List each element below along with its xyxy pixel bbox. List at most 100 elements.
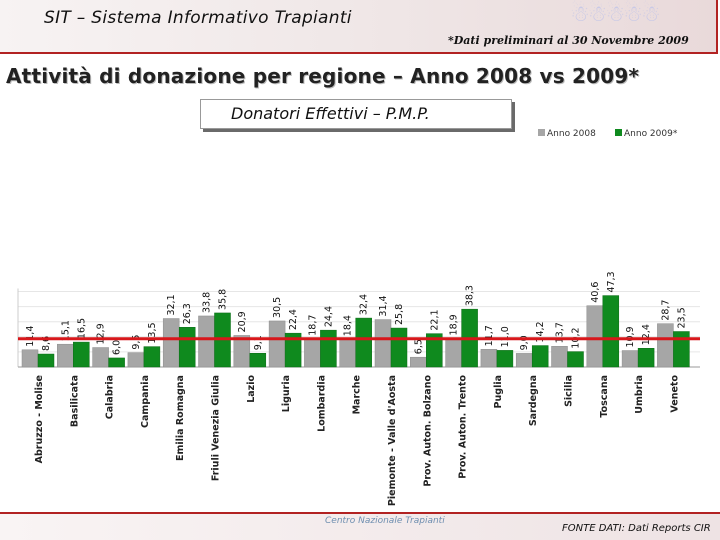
value-label-2008: 18,7 xyxy=(307,315,318,336)
footer-logo: Centro Nazionale Trapianti xyxy=(325,516,445,526)
category-label: Lazio xyxy=(246,375,257,403)
value-label-2008: 33,8 xyxy=(202,292,213,313)
chart-area: 11,4 8,6 Abruzzo - Molise 15,1 16,5 Basilicat… xyxy=(0,127,720,507)
value-label-2009: 32,4 xyxy=(359,294,370,315)
bar-2008 xyxy=(480,349,498,368)
bar-2008 xyxy=(304,338,321,368)
legend-swatch-2009 xyxy=(615,129,622,136)
bar-2008 xyxy=(586,305,604,368)
value-label-2008: 18,4 xyxy=(343,315,354,336)
value-label-2008: 13,7 xyxy=(555,322,566,343)
value-label-2009: 12,4 xyxy=(641,324,652,345)
value-label-2009: 35,8 xyxy=(218,289,229,310)
category-label: Puglia xyxy=(493,375,504,408)
bar-2009 xyxy=(143,346,161,368)
bar-2008 xyxy=(445,338,462,368)
bar-2008 xyxy=(410,356,427,368)
category-label: Basilicata xyxy=(69,375,80,427)
value-label-2008: 12,9 xyxy=(96,323,107,344)
bar-2008 xyxy=(268,320,286,368)
value-label-2008: 10,9 xyxy=(625,326,636,347)
bar-2009 xyxy=(108,357,125,368)
header-panel xyxy=(0,0,718,54)
value-label-2009: 16,5 xyxy=(76,318,87,339)
footer-bar xyxy=(0,514,720,540)
bar-2008 xyxy=(92,347,109,368)
value-label-2008: 32,1 xyxy=(166,294,177,315)
value-label-2008: 9,0 xyxy=(519,335,530,350)
value-label-2008: 30,5 xyxy=(272,297,283,318)
bar-2008 xyxy=(198,315,215,368)
bar-2009 xyxy=(496,350,514,368)
value-label-2009: 9,1 xyxy=(253,335,264,350)
category-label: Prov. Auton. Trento xyxy=(458,375,469,479)
page-title: Attività di donazione per regione – Anno… xyxy=(6,64,640,88)
bar-2008 xyxy=(551,346,568,368)
value-label-2009: 25,8 xyxy=(394,304,405,325)
bar-2009 xyxy=(355,317,372,368)
category-label: Piemonte - Valle d'Aosta xyxy=(387,375,398,506)
bar-2009 xyxy=(178,327,196,368)
category-label: Sardegna xyxy=(528,375,539,426)
value-label-2009: 13,5 xyxy=(147,322,158,343)
app-title: SIT – Sistema Informativo Trapianti xyxy=(44,8,352,28)
bar-2009 xyxy=(320,329,337,368)
bar-2009 xyxy=(249,353,267,368)
value-label-2009: 6,0 xyxy=(112,340,123,355)
category-label: Veneto xyxy=(669,375,680,413)
bar-2008 xyxy=(57,343,74,368)
bar-2008 xyxy=(657,323,674,368)
bar-2008 xyxy=(233,335,251,368)
value-label-2008: 15,1 xyxy=(60,320,71,341)
bar-chart: 11,4 8,6 Abruzzo - Molise 15,1 16,5 Basilicat… xyxy=(17,129,700,506)
category-label: Liguria xyxy=(281,375,292,412)
bar-2009 xyxy=(390,327,408,368)
value-label-2008: 28,7 xyxy=(660,300,671,321)
value-label-2009: 47,3 xyxy=(606,271,617,292)
bar-2009 xyxy=(567,351,584,368)
legend-label-2008: Anno 2008 xyxy=(547,129,596,139)
bar-2008 xyxy=(127,352,145,368)
bar-2008 xyxy=(374,319,392,368)
bar-2008 xyxy=(162,318,180,368)
bar-2009 xyxy=(673,331,690,368)
header-bar: SIT – Sistema Informativo Trapianti ☃☃☃☃… xyxy=(0,0,720,54)
value-label-2008: 11,4 xyxy=(25,326,36,347)
category-label: Calabria xyxy=(105,375,116,419)
value-label-2009: 24,4 xyxy=(323,306,334,327)
legend-label-2009: Anno 2009* xyxy=(624,129,678,139)
bar-2008 xyxy=(621,350,639,368)
category-label: Marche xyxy=(352,375,363,414)
category-label: Emilia Romagna xyxy=(175,375,186,461)
people-logo-icon: ☃☃☃☃☃ xyxy=(570,2,661,27)
bar-2009 xyxy=(37,353,55,368)
bar-2009 xyxy=(73,341,90,368)
category-label: Abruzzo - Molise xyxy=(34,375,45,463)
value-label-2008: 6,5 xyxy=(413,339,424,354)
category-label: Prov. Auton. Bolzano xyxy=(422,375,433,487)
bar-2009 xyxy=(531,345,549,368)
value-label-2009: 22,4 xyxy=(288,309,299,330)
category-label: Friuli Venezia Giulia xyxy=(211,375,222,481)
value-label-2008: 18,9 xyxy=(449,314,460,335)
bar-2009 xyxy=(602,295,620,368)
chart-subtitle: Donatori Effettivi – P.M.P. xyxy=(231,104,430,123)
value-label-2009: 14,2 xyxy=(535,321,546,342)
value-label-2009: 23,5 xyxy=(676,307,687,328)
value-label-2008: 9,5 xyxy=(131,335,142,350)
value-label-2009: 38,3 xyxy=(465,285,476,306)
category-label: Campania xyxy=(140,375,151,428)
value-label-2009: 26,3 xyxy=(182,303,193,324)
value-label-2009: 11,0 xyxy=(500,326,511,347)
bar-2008 xyxy=(21,349,39,368)
bar-2009 xyxy=(426,333,443,368)
category-label: Umbria xyxy=(634,375,645,414)
value-label-2008: 20,9 xyxy=(237,311,248,332)
category-label: Lombardia xyxy=(316,375,327,432)
legend-swatch-2008 xyxy=(538,129,545,136)
value-label-2009: 8,6 xyxy=(41,336,52,351)
category-label: Sicilia xyxy=(564,375,575,407)
value-label-2008: 31,4 xyxy=(378,295,389,316)
bar-2008 xyxy=(515,353,533,368)
bar-2009 xyxy=(637,348,655,368)
